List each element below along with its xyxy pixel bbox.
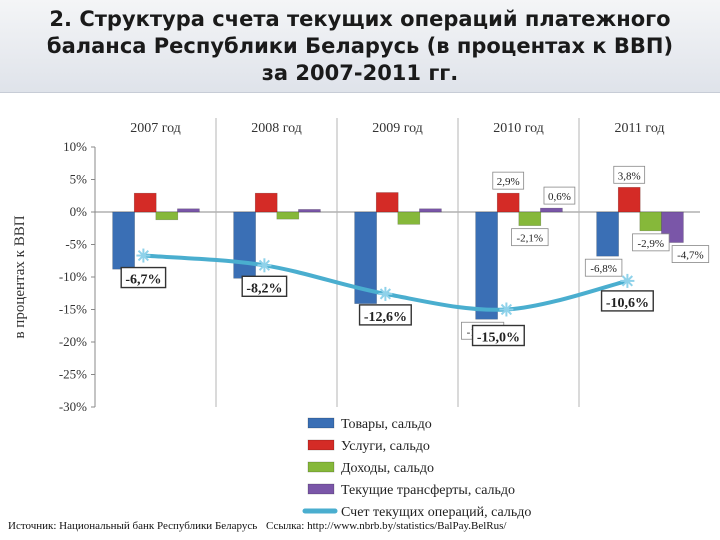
legend-label: Доходы, сальдо (341, 461, 434, 476)
line-point-marker (620, 273, 635, 288)
bar-data-label-text: 3,8% (618, 170, 641, 182)
bar-transfers (540, 207, 563, 213)
bar-data-label-box (511, 228, 549, 247)
title-line-1: 2. Структура счета текущих операций плат… (49, 7, 671, 31)
y-tick-label: -20% (59, 334, 87, 349)
bar-income (397, 211, 421, 225)
line-point-marker (136, 248, 151, 263)
bar-data-label-text: -4,7% (677, 250, 704, 262)
legend-swatch-goods (307, 417, 335, 429)
line-data-label-text: -12,6% (364, 310, 407, 325)
bar-transfers (177, 208, 200, 213)
line-point-marker (499, 302, 514, 317)
bar-data-label-text: -2,1% (517, 233, 544, 245)
title-bar (0, 0, 720, 93)
legend-swatch-transfers (307, 483, 335, 495)
bar-data-label-box (543, 186, 576, 205)
bar-goods (233, 211, 256, 279)
category-label: 2008 год (251, 121, 302, 136)
bar-services (254, 192, 278, 213)
y-tick-label: -5% (65, 237, 87, 252)
bar-data-label: 2,9% (492, 171, 525, 190)
bar-data-label-box (671, 245, 710, 263)
source-link[interactable]: Ссылка: http://www.nbrb.by/statistics/Ba… (266, 520, 507, 532)
line-data-label: -10,6% (600, 290, 654, 312)
bar-data-label: -2,9% (632, 233, 670, 252)
line-data-label-text: -10,6% (606, 296, 649, 311)
slide-title: 2. Структура счета текущих операций плат… (0, 6, 720, 87)
y-tick-label: 10% (63, 139, 87, 154)
legend-label: Товары, сальдо (341, 417, 432, 432)
bar-goods (475, 211, 498, 320)
y-tick-label: 0% (70, 204, 88, 219)
bar-data-label-box (584, 258, 623, 277)
bar-data-label: -2,1% (511, 228, 549, 247)
y-tick-label: 5% (70, 172, 88, 187)
title-line-2: баланса Республики Беларусь (в процентах… (46, 34, 674, 58)
category-label: 2011 год (614, 121, 664, 136)
category-label: 2009 год (372, 121, 423, 136)
legend-swatch-services (307, 439, 335, 451)
legend-label: Счет текущих операций, сальдо (341, 505, 531, 520)
source-note: Источник: Национальный банк Республики Б… (8, 520, 512, 532)
bar-data-label-box (613, 165, 646, 184)
line-point-marker (257, 258, 272, 273)
bar-data-label-text: 0,6% (548, 191, 571, 203)
bar-income (155, 211, 179, 221)
y-axis-title: в процентах к ВВП (12, 215, 28, 338)
legend-swatch-income (307, 461, 335, 473)
bar-transfers (419, 208, 442, 213)
bar-services (617, 187, 641, 213)
y-tick-label: -15% (59, 302, 87, 317)
bar-services (133, 192, 157, 213)
bar-goods (354, 211, 377, 304)
category-label: 2007 год (130, 121, 181, 136)
line-data-label: -15,0% (471, 324, 525, 347)
bar-services (496, 192, 520, 213)
chart: 10% 5% 0% -5% -10% -15% -20% -25% -30% в процента… (12, 118, 710, 520)
line-data-label-box (471, 324, 525, 347)
bar-transfers (298, 209, 321, 213)
line-data-label: -12,6% (358, 304, 412, 326)
bar-services (375, 192, 399, 213)
line-data-label-box (241, 275, 288, 298)
y-tick-label: -10% (59, 269, 87, 284)
y-tick-label: -30% (59, 399, 87, 414)
bar-goods (112, 211, 135, 270)
bar-goods (596, 211, 619, 257)
legend-label: Текущие трансферты, сальдо (341, 483, 515, 498)
title-line-3: за 2007-2011 гг. (261, 61, 459, 85)
bar-data-label: 0,6% (543, 186, 576, 205)
y-tick-label: -25% (59, 367, 87, 382)
line-data-label-box (358, 304, 412, 326)
bar-data-label-box (492, 171, 525, 190)
bar-data-label-text: -2,9% (638, 238, 665, 250)
line-point-marker (378, 286, 393, 301)
bar-data-label: 3,8% (613, 165, 646, 184)
line-data-label-text: -6,7% (125, 273, 161, 288)
line-data-label-text: -15,0% (477, 331, 520, 346)
bar-data-label: -6,8% (584, 258, 623, 277)
line-data-label-box (600, 290, 654, 312)
category-label: 2010 год (493, 121, 544, 136)
bar-data-label-text: -6,8% (590, 263, 617, 275)
bar-data-label-text: 2,9% (497, 176, 520, 188)
bar-data-label-box (632, 233, 670, 252)
line-data-label-box (120, 266, 167, 289)
bar-data-label: -4,7% (671, 245, 710, 263)
line-data-label: -6,7% (120, 266, 167, 289)
legend-label: Услуги, сальдо (341, 439, 430, 454)
bar-income (276, 211, 300, 220)
bar-income (639, 211, 663, 232)
line-data-label-text: -8,2% (246, 281, 282, 296)
bar-income (518, 211, 542, 226)
source-text: Источник: Национальный банк Республики Б… (8, 520, 258, 532)
line-data-label: -8,2% (241, 275, 288, 298)
